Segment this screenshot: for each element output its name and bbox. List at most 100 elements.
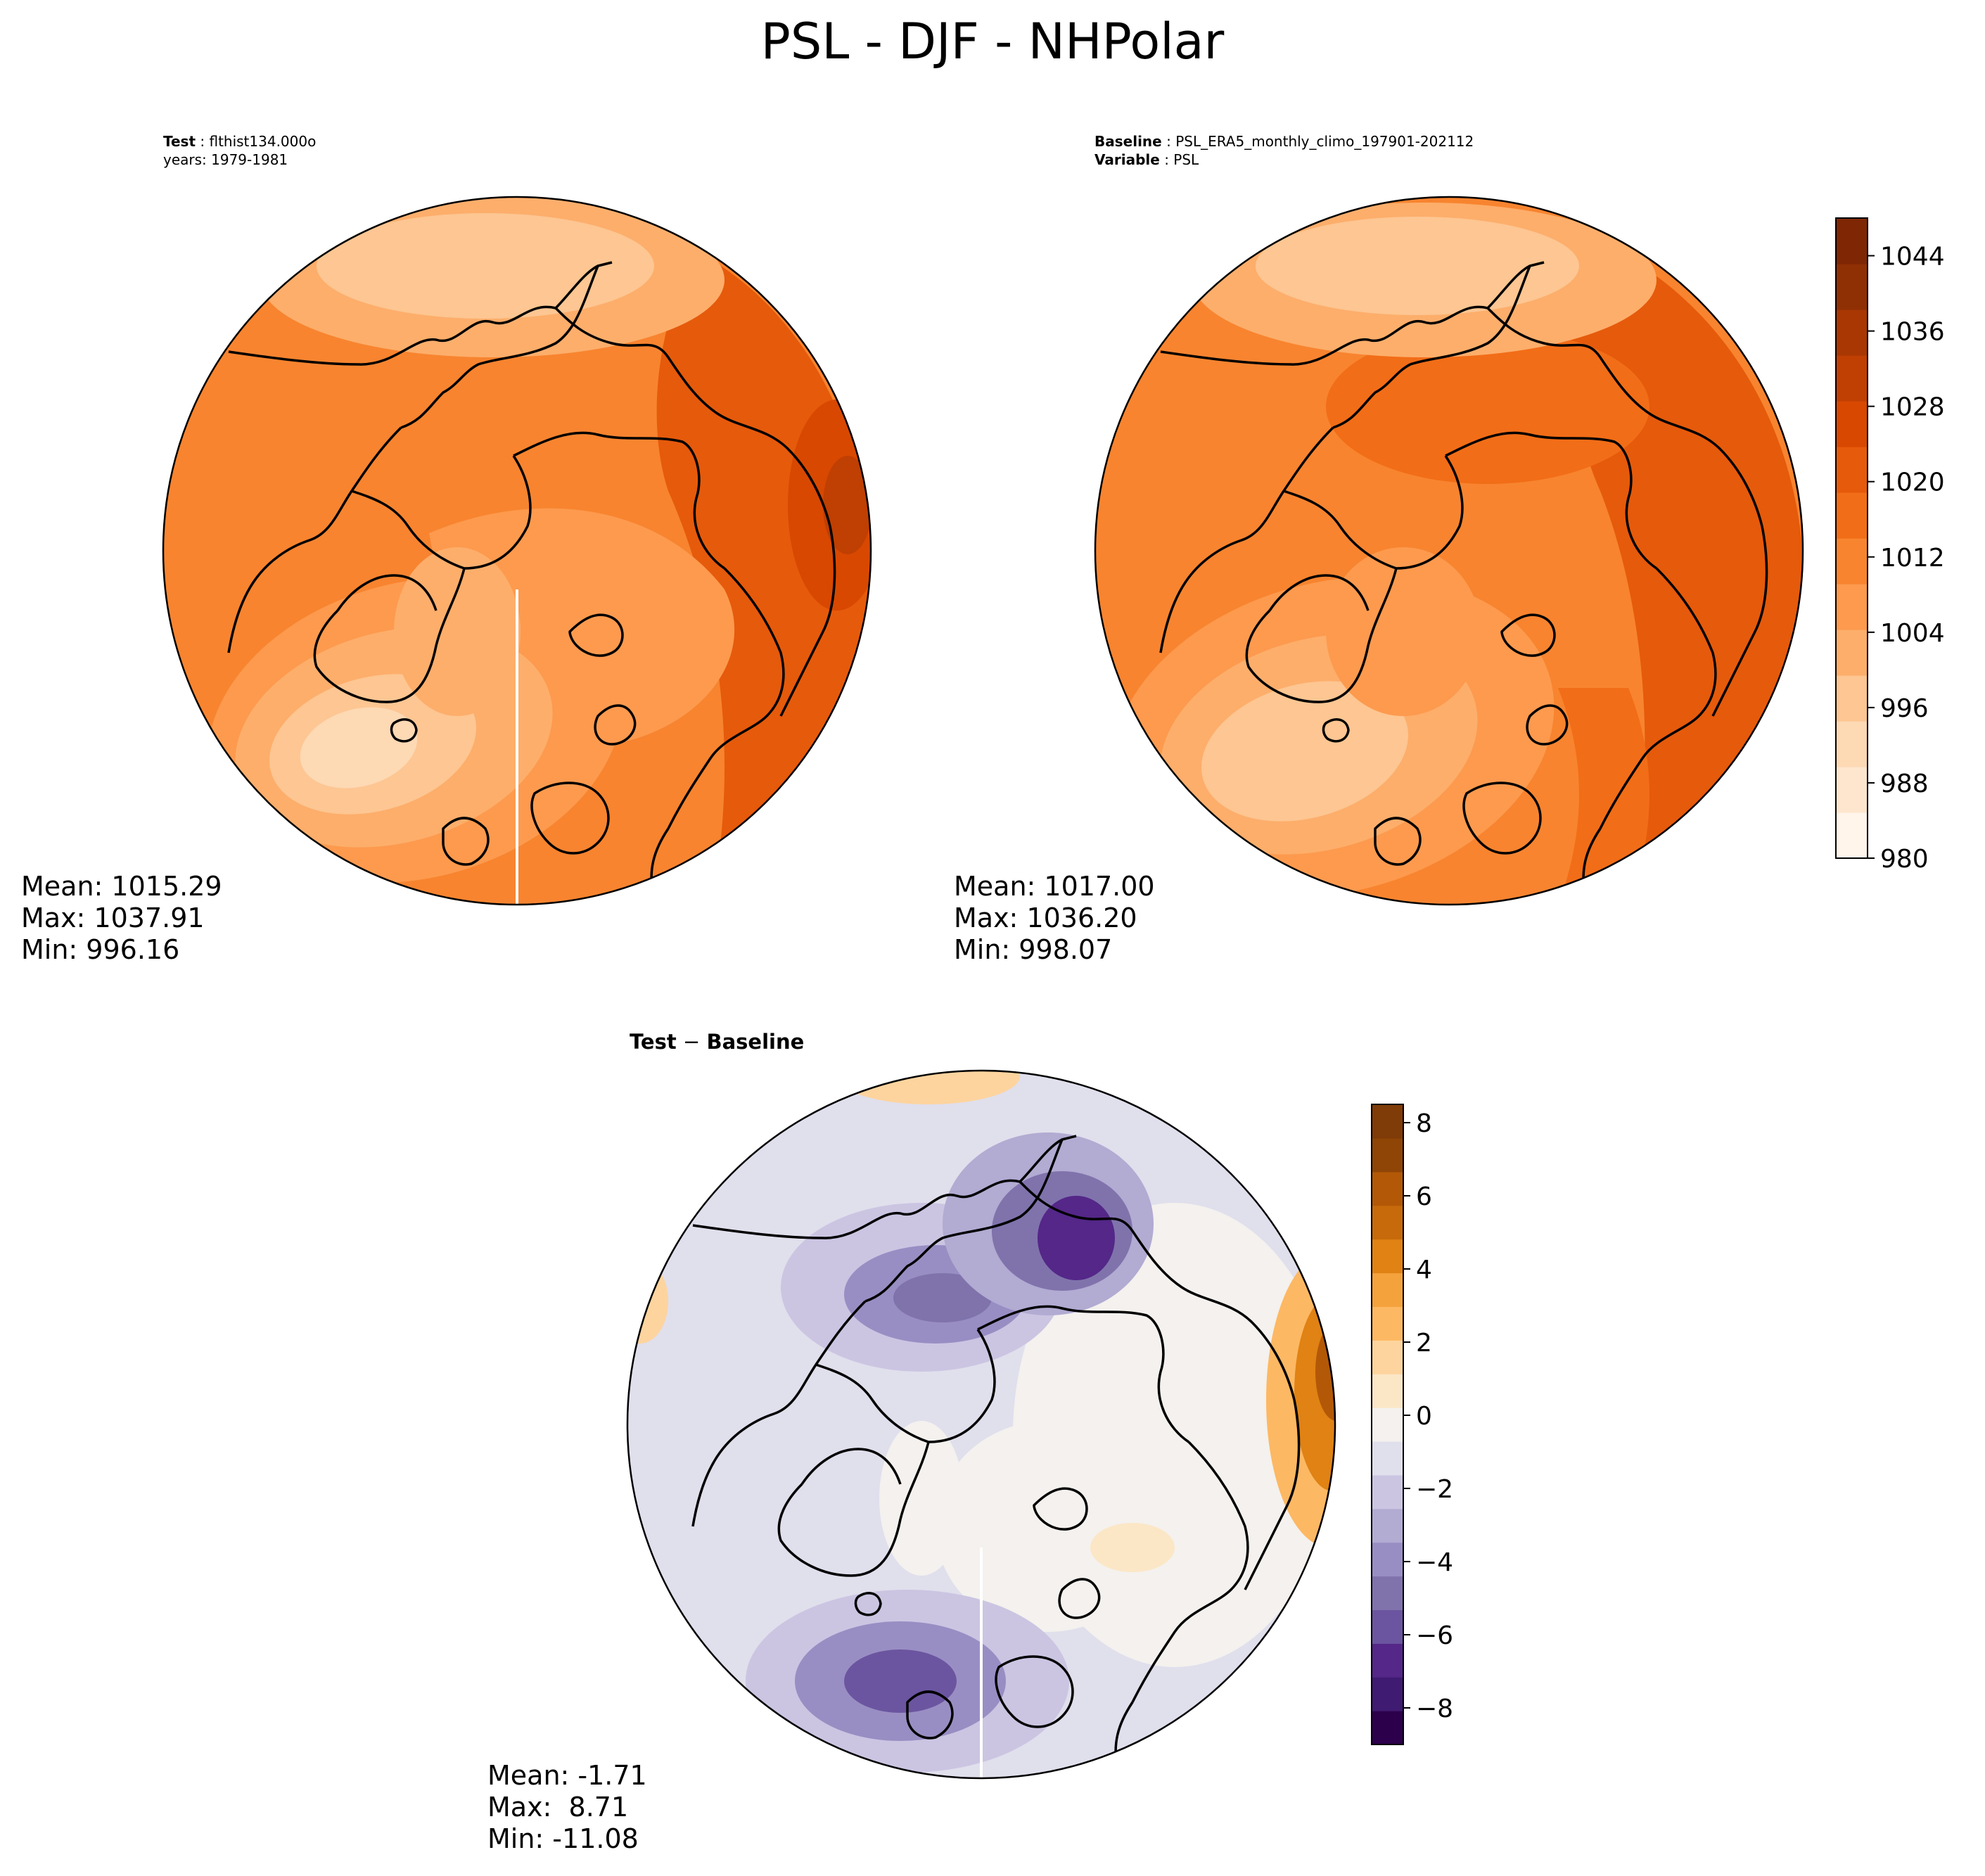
diff-colorbar-band bbox=[1372, 1408, 1403, 1442]
abs-colorbar-band bbox=[1836, 447, 1868, 493]
diff-stat-mean: Mean: -1.71 bbox=[487, 1760, 647, 1791]
diff-positive-europe bbox=[1090, 1523, 1175, 1572]
abs-colorbar-tick-label: 1036 bbox=[1880, 318, 1945, 347]
baseline-map bbox=[1094, 196, 1804, 906]
diff-colorbar-band bbox=[1372, 1474, 1403, 1510]
figure-title: PSL - DJF - NHPolar bbox=[760, 13, 1225, 70]
abs-colorbar-band bbox=[1836, 264, 1868, 310]
difference-map-border bbox=[626, 1069, 1336, 1780]
difference-map bbox=[626, 1069, 1336, 1780]
test-header-value: flthist134.000o bbox=[209, 133, 317, 150]
diff-negative-siberia-core bbox=[1038, 1196, 1115, 1280]
diff-colorbar-band bbox=[1372, 1137, 1403, 1173]
diff-stat-min: Min: -11.08 bbox=[487, 1823, 639, 1854]
diff-colorbar-band bbox=[1372, 1340, 1403, 1374]
diff-colorbar-band bbox=[1372, 1677, 1403, 1711]
diff-colorbar-tick-label: 8 bbox=[1416, 1109, 1432, 1138]
test-stats: Mean: 1015.29 Max: 1037.91 Min: 996.16 bbox=[21, 871, 222, 966]
abs-colorbar-band bbox=[1836, 767, 1868, 813]
diff-colorbar-band bbox=[1372, 1508, 1403, 1543]
diff-colorbar-band bbox=[1372, 1609, 1403, 1644]
diff-colorbar-band bbox=[1372, 1104, 1403, 1139]
diff-header-value: Baseline bbox=[706, 1030, 805, 1054]
diff-colorbar-tick-label: 2 bbox=[1416, 1329, 1432, 1358]
diff-negative-arctic-core bbox=[893, 1273, 992, 1322]
diff-colorbar-tick-label: −4 bbox=[1416, 1548, 1453, 1577]
variable-header-value: PSL bbox=[1173, 151, 1199, 168]
abs-colorbar-frame bbox=[1835, 217, 1868, 859]
difference-colorbar: 8 6 4 2 0 −2 −4 −6 −8 bbox=[1371, 1104, 1453, 1745]
test-panel-header: Test : flthist134.000o years: 1979-1981 bbox=[163, 133, 317, 168]
abs-colorbar-band bbox=[1836, 401, 1868, 447]
test-map-border bbox=[162, 196, 872, 906]
abs-colorbar-band bbox=[1836, 630, 1868, 676]
baseline-icelandic-low-core bbox=[1201, 681, 1408, 822]
abs-colorbar-tick-label: 996 bbox=[1880, 694, 1929, 723]
baseline-stat-mean: Mean: 1017.00 bbox=[954, 871, 1155, 902]
baseline-stat-min: Min: 998.07 bbox=[954, 934, 1113, 965]
diff-colorbar-frame bbox=[1371, 1104, 1404, 1745]
diff-colorbar-band bbox=[1372, 1576, 1403, 1611]
baseline-map-border bbox=[1094, 196, 1804, 906]
diff-colorbar-tick-label: −2 bbox=[1416, 1475, 1453, 1504]
baseline-aleutian-low-core bbox=[1256, 217, 1579, 315]
diff-header-key: Test bbox=[630, 1030, 677, 1054]
abs-colorbar-band bbox=[1836, 355, 1868, 402]
difference-coastlines bbox=[691, 1135, 1301, 1778]
diff-colorbar-band bbox=[1372, 1542, 1403, 1577]
test-icelandic-low-core bbox=[300, 707, 418, 789]
baseline-greenland-lobe bbox=[1326, 547, 1481, 716]
absolute-colorbar: 980 988 996 1004 1012 1020 1028 1036 1044 bbox=[1835, 217, 1945, 874]
abs-colorbar-band bbox=[1836, 538, 1868, 585]
diff-panel-header: Test − Baseline bbox=[630, 1030, 805, 1054]
diff-stat-max: Max: 8.71 bbox=[487, 1792, 629, 1823]
diff-colorbar-band bbox=[1372, 1239, 1403, 1274]
test-siberian-high-core bbox=[823, 456, 871, 554]
test-map bbox=[162, 196, 872, 906]
abs-colorbar-tick-label: 1044 bbox=[1880, 243, 1945, 272]
test-greenland-lobe bbox=[394, 547, 521, 716]
diff-colorbar-band bbox=[1372, 1205, 1403, 1240]
test-stat-min: Min: 996.16 bbox=[21, 934, 180, 965]
abs-colorbar-band bbox=[1836, 584, 1868, 630]
diff-negative-atlantic-core bbox=[844, 1650, 957, 1713]
abs-colorbar-band bbox=[1836, 675, 1868, 722]
test-subheader: years: 1979-1981 bbox=[163, 151, 288, 168]
diff-near-zero-center bbox=[936, 1421, 1161, 1632]
abs-colorbar-tick-label: 980 bbox=[1880, 845, 1929, 874]
diff-colorbar-band bbox=[1372, 1306, 1403, 1341]
diff-colorbar-band bbox=[1372, 1171, 1403, 1206]
diff-colorbar-band bbox=[1372, 1441, 1403, 1476]
abs-colorbar-band bbox=[1836, 310, 1868, 356]
test-coastlines bbox=[227, 261, 836, 905]
baseline-panel-header: Baseline : PSL_ERA5_monthly_climo_197901… bbox=[1094, 133, 1474, 168]
abs-colorbar-band bbox=[1836, 492, 1868, 539]
diff-colorbar-tick-label: 6 bbox=[1416, 1182, 1432, 1211]
diff-colorbar-band bbox=[1372, 1272, 1403, 1307]
difference-stats: Mean: -1.71 Max: 8.71 Min: -11.08 bbox=[487, 1760, 647, 1855]
test-header-key: Test bbox=[163, 133, 196, 150]
abs-colorbar-tick-label: 1012 bbox=[1880, 544, 1945, 573]
diff-colorbar-band bbox=[1372, 1374, 1403, 1408]
diff-greenland-positive bbox=[879, 1421, 964, 1576]
diff-positive-pacific bbox=[837, 1071, 1020, 1104]
diff-colorbar-tick-label: 0 bbox=[1416, 1402, 1432, 1431]
diff-colorbar-tick-label: −8 bbox=[1416, 1695, 1453, 1723]
test-aleutian-low-core bbox=[317, 213, 654, 319]
test-stat-max: Max: 1037.91 bbox=[21, 902, 205, 933]
variable-header-key: Variable bbox=[1094, 151, 1160, 168]
abs-colorbar-tick-label: 1028 bbox=[1880, 393, 1945, 422]
abs-colorbar-band bbox=[1836, 812, 1868, 859]
abs-colorbar-tick-label: 1020 bbox=[1880, 468, 1945, 497]
diff-header-op: − bbox=[676, 1030, 707, 1054]
baseline-header-key: Baseline bbox=[1094, 133, 1162, 150]
diff-colorbar-band bbox=[1372, 1643, 1403, 1678]
abs-colorbar-band bbox=[1836, 721, 1868, 767]
test-stat-mean: Mean: 1015.29 bbox=[21, 871, 222, 902]
baseline-stats: Mean: 1017.00 Max: 1036.20 Min: 998.07 bbox=[954, 871, 1155, 966]
baseline-high-east-outer bbox=[1558, 688, 1649, 905]
abs-colorbar-tick-label: 1004 bbox=[1880, 619, 1945, 648]
baseline-coastlines bbox=[1159, 261, 1768, 905]
abs-colorbar-tick-label: 988 bbox=[1880, 770, 1929, 798]
baseline-stat-max: Max: 1036.20 bbox=[954, 902, 1137, 933]
